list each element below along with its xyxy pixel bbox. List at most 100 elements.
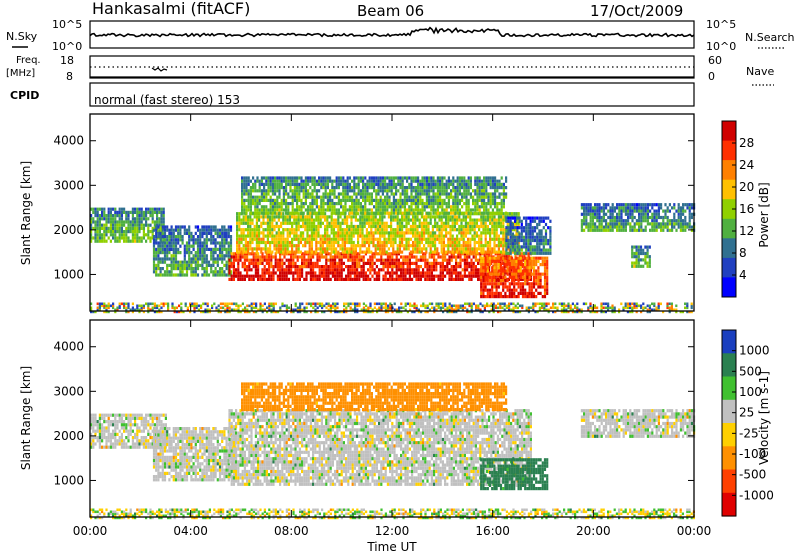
heatmap-cell xyxy=(517,263,520,267)
heatmap-cell xyxy=(279,277,282,281)
heatmap-cell xyxy=(420,215,423,219)
heatmap-cell xyxy=(264,234,267,238)
heatmap-cell xyxy=(308,247,311,251)
heatmap-cell xyxy=(440,240,443,245)
heatmap-cell xyxy=(361,231,364,235)
heatmap-cell xyxy=(365,237,368,241)
heatmap-cell xyxy=(386,189,389,193)
heatmap-cell xyxy=(451,244,454,248)
heatmap-cell xyxy=(526,295,529,299)
heatmap-cell xyxy=(500,228,503,232)
heatmap-cell xyxy=(266,247,269,251)
heatmap-cell xyxy=(407,221,410,225)
heatmap-cell xyxy=(301,271,304,275)
heatmap-cell xyxy=(319,240,322,245)
heatmap-cell xyxy=(494,211,497,215)
heatmap-cell xyxy=(491,247,494,251)
heatmap-cell xyxy=(370,182,373,186)
heatmap-cell xyxy=(131,236,134,240)
heatmap-cell xyxy=(583,215,586,220)
heatmap-cell xyxy=(249,198,252,202)
heatmap-cell xyxy=(352,250,355,254)
heatmap-cell xyxy=(101,226,104,230)
heatmap-cell xyxy=(510,256,514,260)
heatmap-cell xyxy=(332,250,335,254)
heatmap-cell xyxy=(392,202,395,206)
heatmap-cell xyxy=(443,198,446,202)
heatmap-cell xyxy=(396,244,399,248)
heatmap-cell xyxy=(488,288,492,292)
heatmap-cell xyxy=(242,247,245,251)
heatmap-cell xyxy=(273,240,276,245)
heatmap-cell xyxy=(339,221,342,225)
heatmap-cell xyxy=(329,258,332,262)
heatmap-cell xyxy=(513,228,516,232)
heatmap-cell xyxy=(500,208,503,212)
heatmap-cell xyxy=(373,277,376,281)
heatmap-cell xyxy=(285,205,288,209)
heatmap-cell xyxy=(313,237,316,241)
heatmap-cell xyxy=(434,215,437,219)
heatmap-cell xyxy=(416,250,419,254)
heatmap-cell xyxy=(483,189,486,193)
heatmap-cell xyxy=(334,261,337,265)
heatmap-cell xyxy=(410,198,413,202)
heatmap-cell xyxy=(361,218,364,222)
heatmap-cell xyxy=(344,195,347,199)
heatmap-cell xyxy=(368,244,371,248)
heatmap-cell xyxy=(225,241,228,245)
heatmap-cell xyxy=(383,231,386,235)
heatmap-cell xyxy=(514,277,517,281)
heatmap-cell xyxy=(320,182,323,186)
heatmap-cell xyxy=(158,217,161,221)
heatmap-cell xyxy=(533,238,537,243)
heatmap-cell xyxy=(368,250,371,254)
heatmap-cell xyxy=(352,240,355,245)
heatmap-cell xyxy=(472,208,475,212)
heatmap-cell xyxy=(300,198,303,202)
heatmap-cell xyxy=(331,205,334,209)
heatmap-cell xyxy=(347,271,350,275)
heatmap-cell xyxy=(430,186,433,190)
heatmap-cell xyxy=(521,277,524,281)
heatmap-cell xyxy=(425,221,428,225)
heatmap-cell xyxy=(369,265,372,269)
heatmap-cell xyxy=(315,182,318,186)
heatmap-cell xyxy=(376,218,379,222)
heatmap-cell xyxy=(457,265,460,269)
heatmap-cell xyxy=(524,288,527,292)
heatmap-cell xyxy=(491,211,494,215)
heatmap-cell xyxy=(520,248,523,252)
heatmap-cell xyxy=(510,291,514,295)
heatmap-cell xyxy=(377,182,380,186)
heatmap-cell xyxy=(429,221,432,225)
heatmap-cell xyxy=(350,231,353,235)
heatmap-cell xyxy=(596,219,599,223)
heatmap-cell xyxy=(395,182,398,186)
heatmap-cell xyxy=(293,211,296,215)
heatmap-cell xyxy=(482,275,485,279)
heatmap-cell xyxy=(415,277,418,281)
heatmap-cell xyxy=(536,245,539,249)
heatmap-cell xyxy=(493,291,496,295)
heatmap-cell xyxy=(313,208,316,212)
heatmap-cell xyxy=(257,261,260,265)
heatmap-cell xyxy=(123,207,126,211)
heatmap-cell xyxy=(252,274,255,278)
heatmap-cell xyxy=(368,218,371,222)
heatmap-cell xyxy=(161,241,164,245)
heatmap-cell xyxy=(430,277,433,281)
heatmap-cell xyxy=(540,242,543,246)
heatmap-cell xyxy=(301,261,304,265)
heatmap-cell xyxy=(312,277,315,281)
heatmap-cell xyxy=(516,271,519,275)
heatmap-cell xyxy=(291,208,294,212)
heatmap-cell xyxy=(103,226,106,230)
heatmap-cell xyxy=(341,221,344,225)
heatmap-cell xyxy=(296,186,299,190)
heatmap-cell xyxy=(136,220,139,224)
heatmap-cell xyxy=(467,221,470,225)
heatmap-cell xyxy=(387,215,390,219)
heatmap-cell xyxy=(278,205,281,209)
heatmap-cell xyxy=(478,198,481,202)
